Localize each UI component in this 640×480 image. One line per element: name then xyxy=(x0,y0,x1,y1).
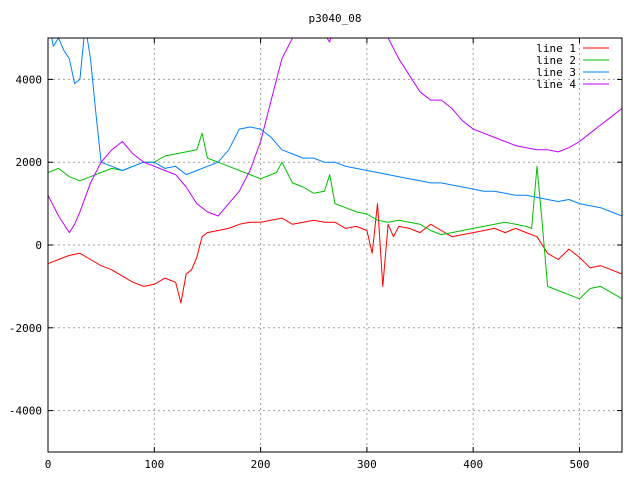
y-tick-label: -2000 xyxy=(9,322,42,335)
y-tick-label: 0 xyxy=(35,239,42,252)
series-line-2 xyxy=(48,132,622,300)
x-tick-label: 300 xyxy=(357,458,377,471)
x-tick-label: 400 xyxy=(463,458,483,471)
legend-label: line 3 xyxy=(536,66,576,79)
x-tick-label: 200 xyxy=(251,458,271,471)
series-lines xyxy=(48,38,622,304)
series-line-1 xyxy=(48,203,622,304)
axis-ticks: 0 100 200 300 400 500 -4000 -2000 0 2000 4000 xyxy=(9,38,622,471)
y-tick-label: 2000 xyxy=(16,156,43,169)
legend-label: line 2 xyxy=(536,54,576,67)
y-tick-label: -4000 xyxy=(9,405,42,418)
chart-title: p3040_08 xyxy=(309,12,362,25)
x-tick-label: 500 xyxy=(570,458,590,471)
grid-lines xyxy=(48,38,622,452)
y-tick-label: 4000 xyxy=(16,73,43,86)
x-tick-label: 100 xyxy=(144,458,164,471)
legend-label: line 4 xyxy=(536,78,576,91)
x-tick-label: 0 xyxy=(45,458,52,471)
series-line-4 xyxy=(48,38,622,234)
series-line-3 xyxy=(51,38,622,217)
legend-label: line 1 xyxy=(536,42,576,55)
